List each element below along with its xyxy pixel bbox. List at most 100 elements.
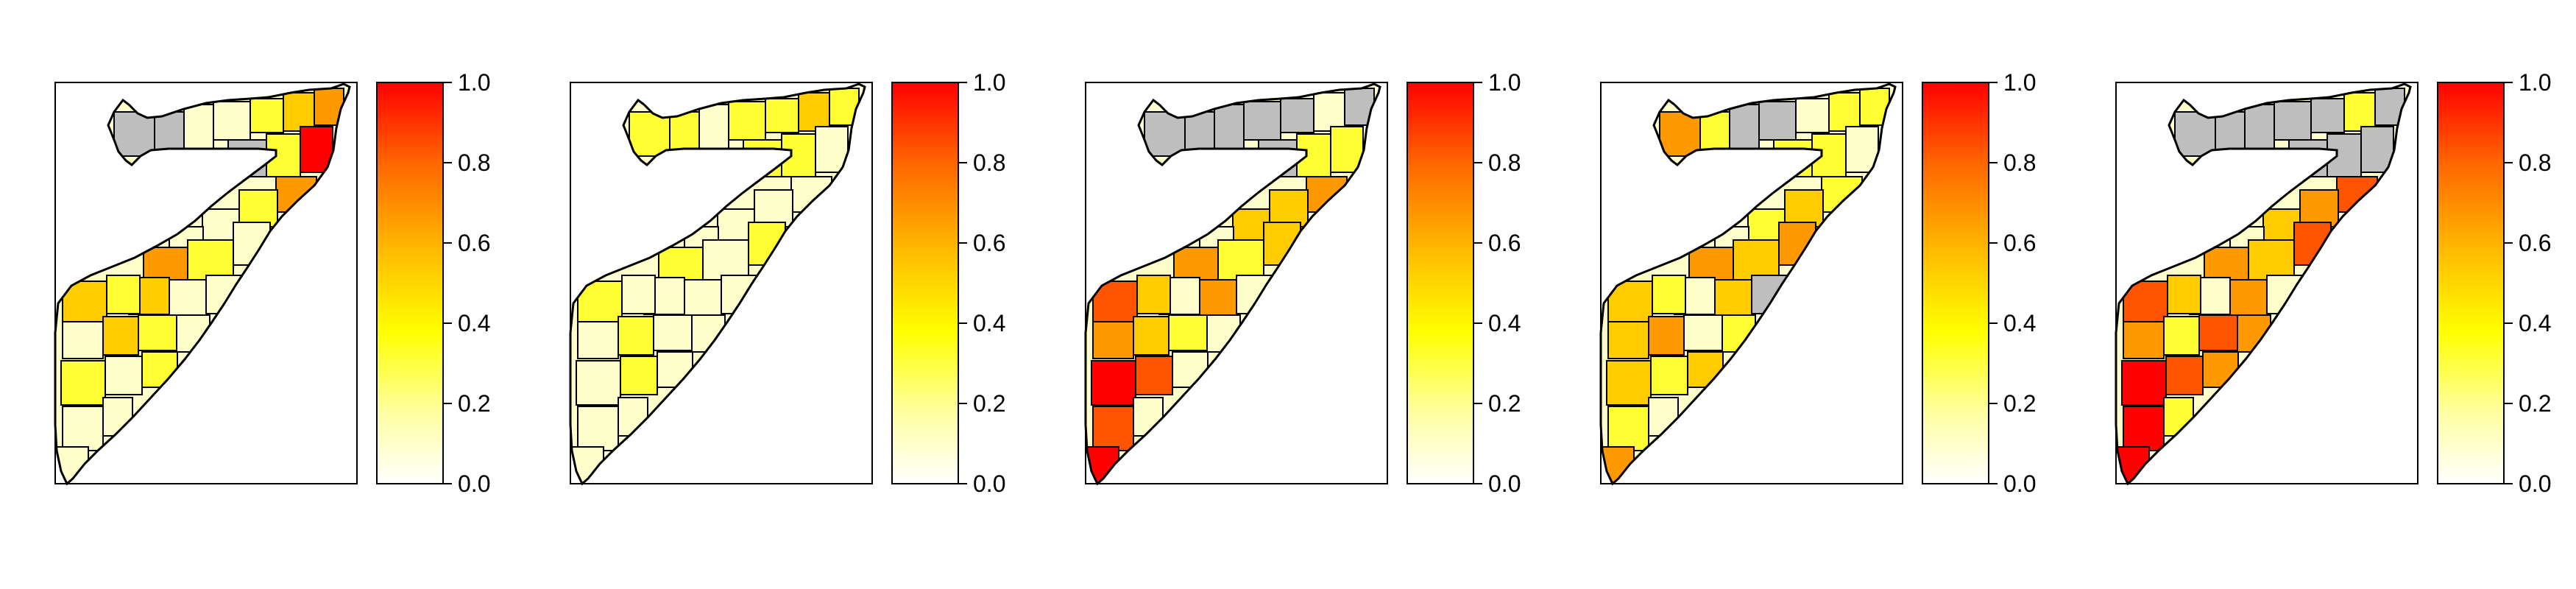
district	[2167, 275, 2201, 314]
colorbar	[1922, 82, 1989, 484]
colorbar-tick-label: 0.8	[2519, 149, 2551, 176]
colorbar-tick-label: 0.6	[2003, 230, 2036, 256]
country-outline	[569, 82, 866, 486]
district	[653, 314, 693, 351]
district	[765, 98, 799, 133]
district	[1784, 189, 1824, 228]
district	[102, 316, 139, 356]
district	[728, 101, 766, 141]
district	[2163, 316, 2200, 356]
colorbar-tick-label: 0.4	[2003, 310, 2036, 336]
district	[1648, 316, 1685, 356]
district	[1607, 321, 1649, 359]
district	[576, 360, 621, 406]
district	[754, 189, 793, 228]
district	[702, 239, 749, 281]
district	[62, 321, 104, 359]
district	[2123, 321, 2165, 359]
map-districts	[2116, 84, 2410, 484]
district	[2121, 360, 2167, 406]
district	[577, 321, 619, 359]
colorbar-tick-label: 0.0	[458, 470, 490, 497]
district	[1144, 111, 1186, 157]
colorbar	[376, 82, 444, 484]
district	[138, 314, 177, 351]
colorbar-tick-label: 0.4	[458, 310, 490, 336]
district	[1795, 98, 1830, 133]
district	[1184, 111, 1215, 153]
panel-1: 0.0 0.2 0.4 0.6 0.8 1.0	[54, 69, 490, 497]
district	[1091, 360, 1136, 406]
colorbar-tick-label: 1.0	[2519, 69, 2551, 96]
colorbar	[1406, 82, 1474, 484]
district	[183, 104, 214, 149]
district	[658, 247, 704, 281]
colorbar-tick-label: 1.0	[973, 69, 1005, 96]
district	[1092, 321, 1134, 359]
colorbar-tick-label: 0.8	[458, 149, 490, 176]
district	[618, 316, 654, 356]
district	[143, 247, 188, 281]
panel-3: 0.0 0.2 0.4 0.6 0.8 1.0	[1084, 69, 1521, 497]
colorbar-tick-label: 0.2	[973, 390, 1005, 417]
country-outline	[1084, 82, 1381, 486]
district	[187, 239, 234, 281]
district	[1714, 279, 1752, 316]
colorbar-tick-label: 0.8	[973, 149, 1005, 176]
district	[283, 92, 315, 132]
district	[213, 101, 251, 141]
district	[2274, 101, 2312, 141]
district	[1688, 247, 1734, 281]
district	[2248, 239, 2295, 281]
colorbar-tick-label: 0.2	[1488, 390, 1521, 417]
district	[669, 111, 700, 153]
district	[62, 406, 104, 451]
district	[1135, 356, 1173, 395]
colorbar-tick-label: 0.2	[2519, 390, 2551, 417]
colorbar-tick-label: 0.8	[1488, 149, 1521, 176]
colorbar-tick-label: 0.6	[973, 230, 1005, 256]
colorbar-tick-label: 0.0	[973, 470, 1005, 497]
district	[1607, 406, 1649, 451]
colorbar-tick-label: 0.6	[1488, 230, 1521, 256]
district	[1606, 360, 1652, 406]
district	[1650, 356, 1688, 395]
country-outline	[54, 82, 351, 486]
district	[2343, 92, 2376, 132]
district	[113, 111, 155, 157]
district	[2299, 189, 2339, 228]
district	[1136, 275, 1171, 314]
district	[2215, 111, 2246, 153]
colorbar-tick-label: 0.0	[2519, 470, 2551, 497]
district	[621, 275, 656, 314]
colorbar-tick-label: 0.4	[2519, 310, 2551, 336]
district	[1828, 92, 1861, 132]
district	[154, 111, 185, 153]
district	[1214, 104, 1245, 149]
district	[1269, 189, 1309, 228]
district	[2244, 104, 2275, 149]
district	[169, 279, 207, 316]
map-districts	[55, 84, 350, 484]
district	[1133, 397, 1164, 437]
colorbar-tick-label: 0.6	[458, 230, 490, 256]
panel-4: 0.0 0.2 0.4 0.6 0.8 1.0	[1599, 69, 2036, 497]
colorbar-tick-label: 1.0	[458, 69, 490, 96]
district	[684, 279, 722, 316]
district	[1199, 279, 1237, 316]
district	[238, 189, 278, 228]
district	[698, 104, 729, 149]
district	[1683, 314, 1723, 351]
district	[2310, 98, 2345, 133]
country-outline	[2115, 82, 2412, 486]
district	[1733, 239, 1780, 281]
district	[2204, 247, 2249, 281]
colorbar-tick-label: 0.8	[2003, 149, 2036, 176]
colorbar-tick-label: 1.0	[2003, 69, 2036, 96]
colorbar	[891, 82, 959, 484]
district	[60, 360, 106, 406]
district	[1173, 247, 1219, 281]
colorbar-tick-label: 1.0	[1488, 69, 1521, 96]
district	[2198, 314, 2238, 351]
